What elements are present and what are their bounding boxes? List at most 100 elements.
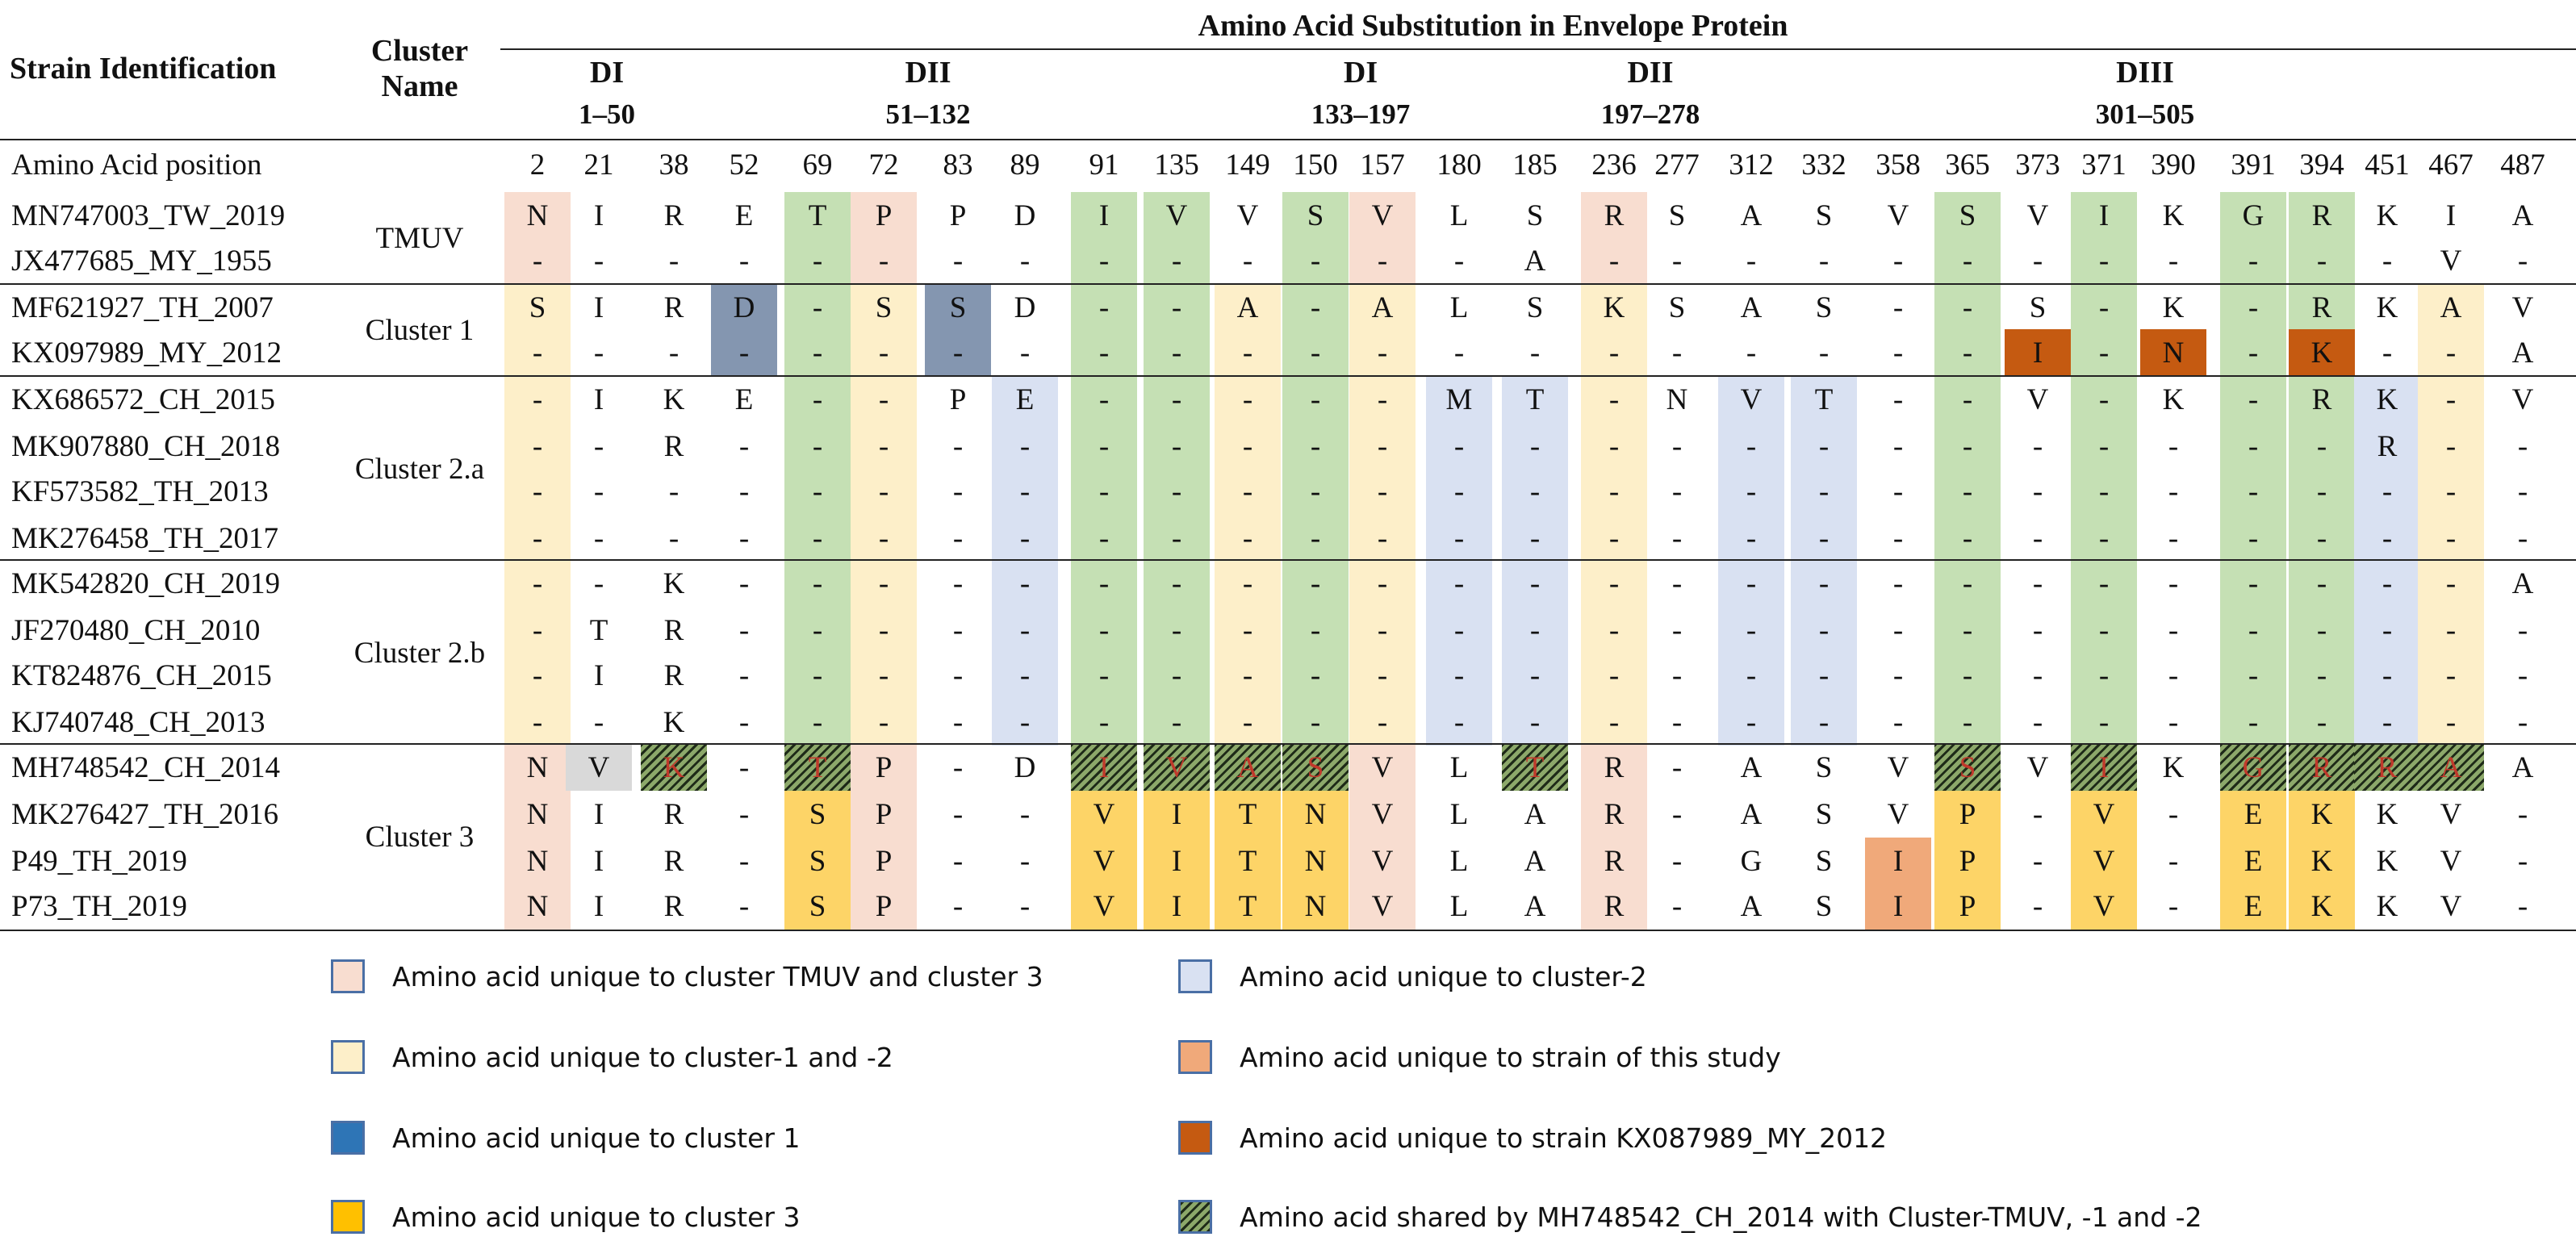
cell-highlight bbox=[925, 284, 991, 331]
aa-cell: L bbox=[1449, 290, 1469, 324]
aa-cell: - bbox=[952, 566, 964, 600]
aa-cell: L bbox=[1449, 750, 1469, 784]
aa-cell: - bbox=[1818, 566, 1830, 600]
aa-cell: K bbox=[2162, 382, 2185, 416]
aa-cell: - bbox=[952, 474, 964, 508]
aa-cell: I bbox=[1171, 844, 1182, 878]
cluster-divider bbox=[0, 559, 2576, 561]
domain-range: 51–132 bbox=[885, 98, 971, 130]
aa-cell: - bbox=[1242, 613, 1253, 647]
aa-cell: - bbox=[952, 521, 964, 555]
aa-cell: - bbox=[1242, 474, 1253, 508]
aa-cell: - bbox=[1242, 382, 1253, 416]
cell-highlight bbox=[711, 284, 777, 331]
aa-cell: - bbox=[1242, 336, 1253, 370]
aa-cell: K bbox=[663, 705, 685, 739]
aa-cell: - bbox=[1310, 705, 1321, 739]
aa-cell: P bbox=[875, 844, 893, 878]
aa-cell: N bbox=[526, 750, 549, 784]
legend-label: Amino acid unique to strain of this stud… bbox=[1240, 1041, 1781, 1073]
aa-cell: N bbox=[1666, 382, 1688, 416]
aa-cell: S bbox=[1815, 290, 1833, 324]
aa-cell: - bbox=[2316, 613, 2327, 647]
aa-cell: - bbox=[532, 658, 543, 692]
aa-cell: - bbox=[1171, 336, 1182, 370]
aa-cell: K bbox=[2376, 290, 2398, 324]
aa-cell: - bbox=[1962, 521, 1973, 555]
aa-cell: A bbox=[1740, 797, 1763, 831]
cluster-divider bbox=[0, 375, 2576, 377]
aa-cell: - bbox=[1377, 613, 1388, 647]
aa-cell: - bbox=[1171, 705, 1182, 739]
aa-cell: - bbox=[952, 844, 964, 878]
aa-cell: - bbox=[1377, 658, 1388, 692]
cluster3-highlight bbox=[784, 791, 851, 930]
aa-cell: - bbox=[2517, 844, 2528, 878]
aa-cell: V bbox=[1887, 750, 1909, 784]
domain-name: DIII bbox=[2116, 56, 2174, 90]
aa-cell: - bbox=[878, 566, 889, 600]
aa-cell: - bbox=[1453, 521, 1465, 555]
legend-swatch bbox=[1178, 1040, 1212, 1074]
position-header: 38 bbox=[659, 148, 689, 182]
aa-cell: V bbox=[1093, 844, 1115, 878]
aa-cell: - bbox=[2517, 521, 2528, 555]
aa-cell: - bbox=[2382, 244, 2393, 278]
strain-identification-header: Strain Identification bbox=[10, 52, 277, 86]
aa-cell: - bbox=[593, 521, 604, 555]
aa-cell: - bbox=[1453, 336, 1465, 370]
aa-cell: - bbox=[952, 797, 964, 831]
cluster3-highlight bbox=[2071, 791, 2137, 930]
domain-name: DI bbox=[589, 56, 625, 90]
aa-cell: - bbox=[952, 889, 964, 923]
aa-cell: - bbox=[1671, 244, 1683, 278]
aa-cell: - bbox=[2032, 474, 2043, 508]
column-highlight bbox=[851, 284, 917, 746]
aa-cell: A bbox=[1740, 198, 1763, 232]
aa-cell: - bbox=[1892, 566, 1904, 600]
aa-cell: - bbox=[2168, 244, 2179, 278]
aa-cell: - bbox=[1962, 290, 1973, 324]
aa-cell: - bbox=[532, 382, 543, 416]
column-highlight bbox=[1791, 376, 1857, 746]
domain-range: 1–50 bbox=[579, 98, 635, 130]
aa-cell: - bbox=[1098, 705, 1110, 739]
legend: Amino acid unique to cluster TMUV and cl… bbox=[0, 936, 2576, 1236]
aa-cell: - bbox=[668, 336, 680, 370]
strain-label: MK276458_TH_2017 bbox=[11, 521, 278, 555]
aa-cell: - bbox=[1377, 336, 1388, 370]
aa-cell: A bbox=[2511, 750, 2534, 784]
aa-cell: V bbox=[1093, 797, 1115, 831]
strain-label: MK907880_CH_2018 bbox=[11, 429, 281, 463]
position-header: 332 bbox=[1801, 148, 1846, 182]
aa-cell: A bbox=[1236, 290, 1259, 324]
legend-item: Amino acid unique to cluster TMUV and cl… bbox=[331, 952, 1043, 1001]
strain-label: KX686572_CH_2015 bbox=[11, 382, 275, 416]
aa-cell: V bbox=[2511, 382, 2534, 416]
aa-cell: - bbox=[2168, 844, 2179, 878]
legend-item: Amino acid shared by MH748542_CH_2014 wi… bbox=[1178, 1193, 2202, 1241]
cluster3-highlight bbox=[2220, 791, 2286, 930]
aa-cell: - bbox=[952, 429, 964, 463]
aa-cell: V bbox=[1371, 198, 1394, 232]
aa-cell: K bbox=[2310, 336, 2333, 370]
aa-cell: - bbox=[2032, 889, 2043, 923]
position-header: 150 bbox=[1293, 148, 1338, 182]
cell-highlight bbox=[2289, 329, 2355, 376]
aa-cell: V bbox=[1165, 198, 1188, 232]
aa-cell: - bbox=[1019, 474, 1031, 508]
aa-cell: - bbox=[738, 750, 750, 784]
aa-cell: - bbox=[878, 382, 889, 416]
cluster3-highlight bbox=[1144, 791, 1210, 930]
cell-highlight bbox=[566, 744, 632, 791]
aa-cell: - bbox=[812, 658, 823, 692]
aa-cell: - bbox=[1529, 429, 1541, 463]
hatched-cell bbox=[1934, 744, 2001, 791]
aa-cell: K bbox=[2376, 382, 2398, 416]
aa-cell: S bbox=[949, 290, 967, 324]
column-highlight bbox=[1426, 376, 1492, 746]
aa-cell: - bbox=[1098, 336, 1110, 370]
column-highlight bbox=[1349, 744, 1416, 930]
aa-cell: S bbox=[1815, 797, 1833, 831]
aa-cell: P bbox=[875, 198, 893, 232]
